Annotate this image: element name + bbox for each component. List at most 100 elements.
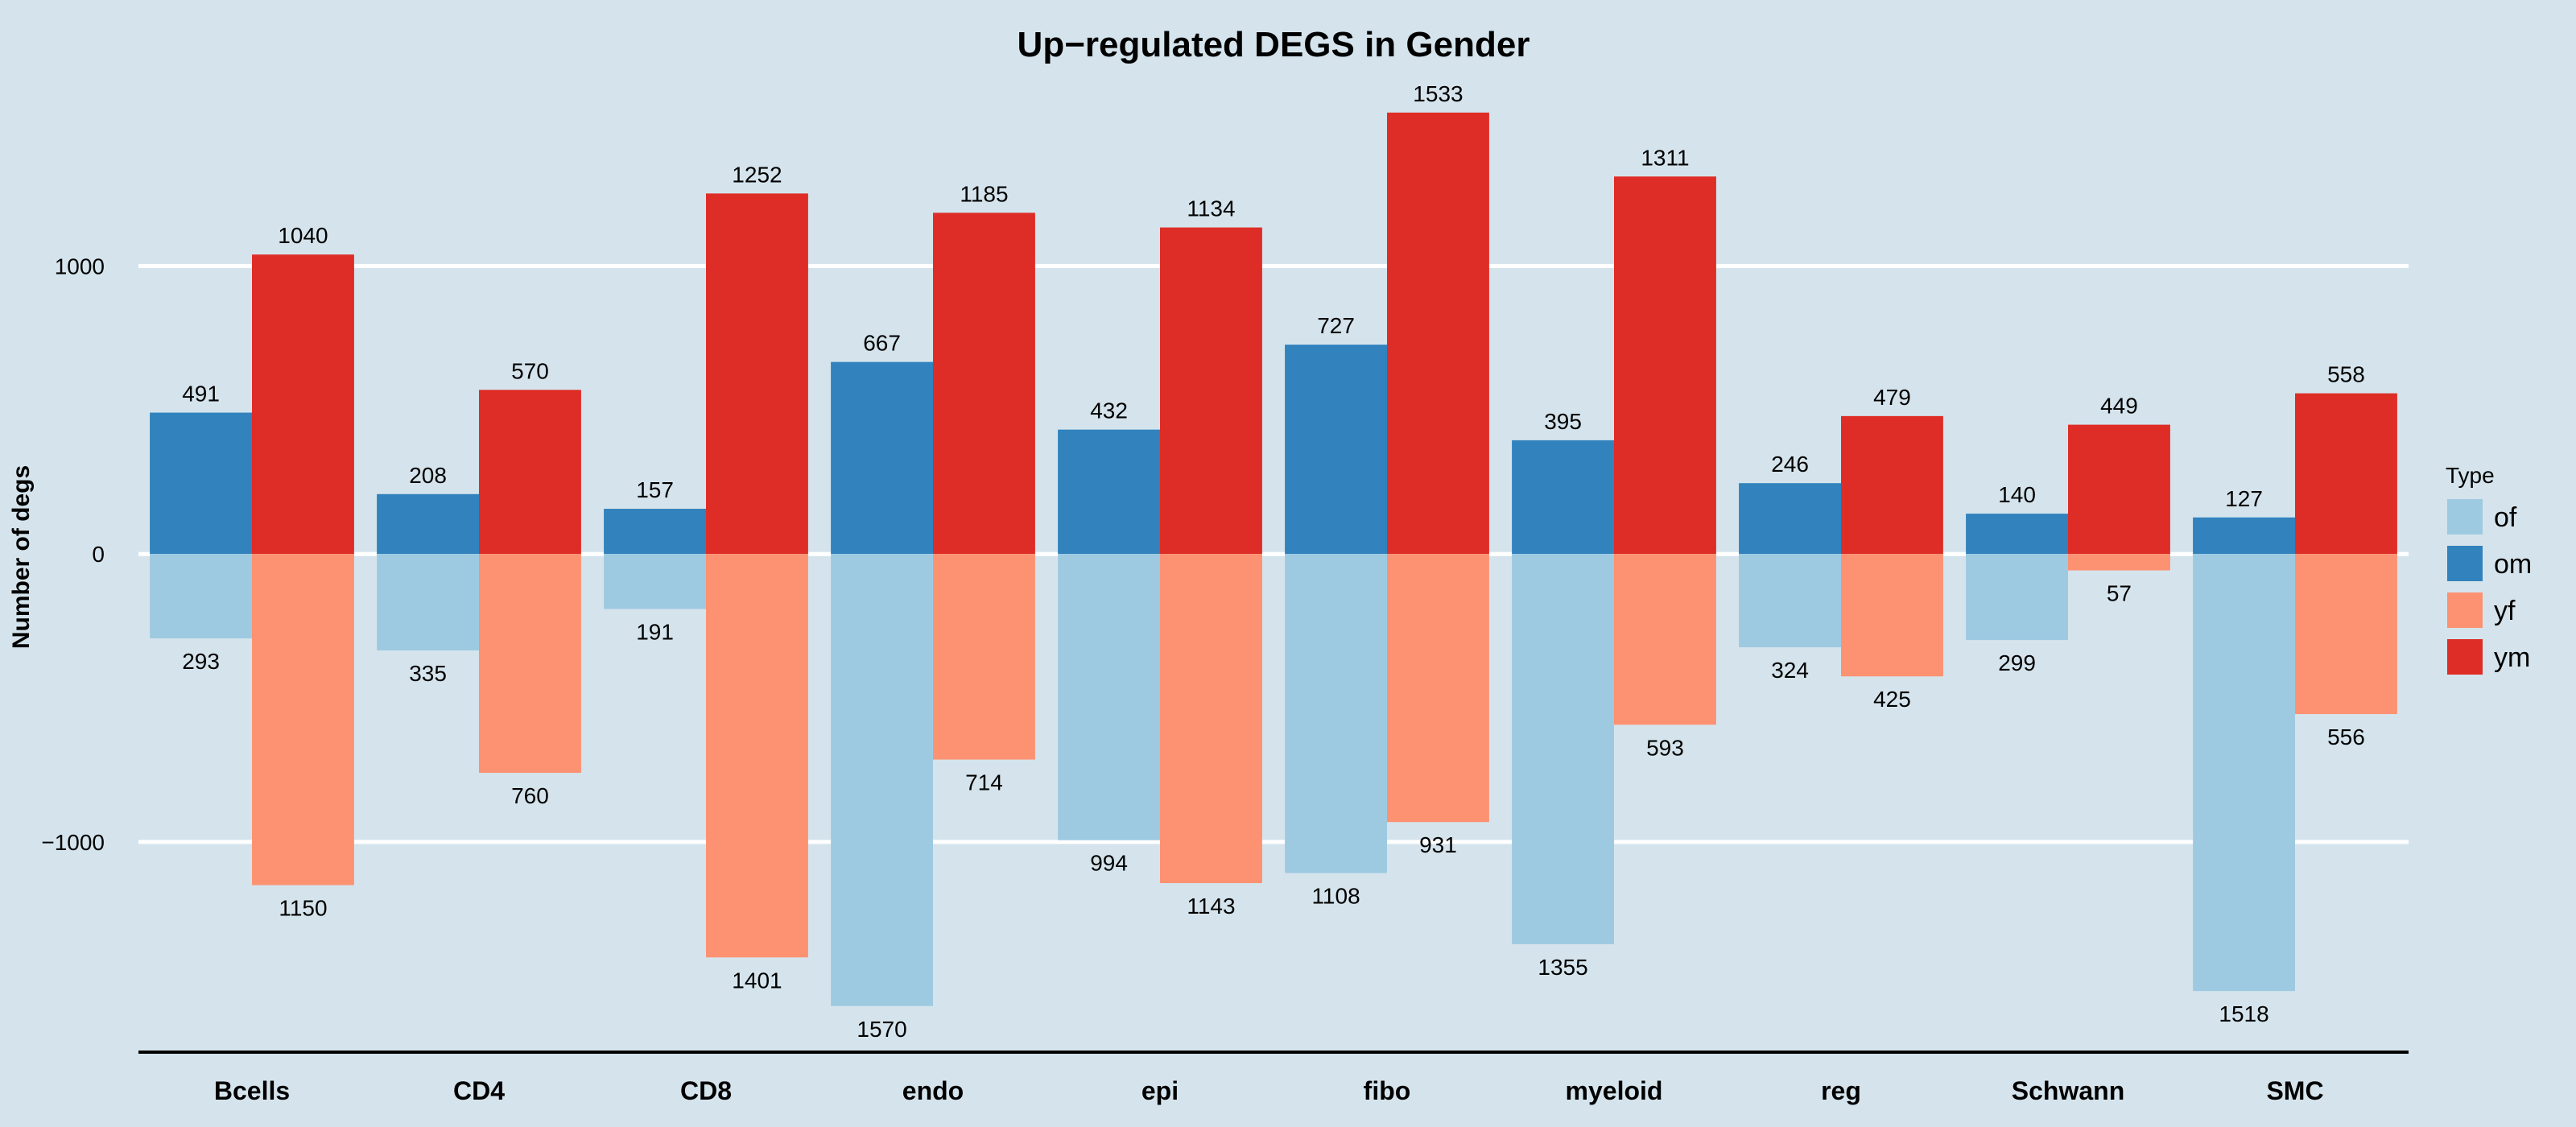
data-label-om-reg: 246 — [1771, 452, 1809, 477]
bar-of-fibo — [1285, 554, 1387, 873]
legend-label-of: of — [2494, 502, 2517, 533]
bar-of-CD4 — [377, 554, 479, 651]
bar-yf-myeloid — [1614, 554, 1716, 725]
data-label-of-endo: 1570 — [857, 1017, 906, 1042]
bar-ym-epi — [1160, 227, 1262, 555]
bar-yf-fibo — [1387, 554, 1489, 823]
data-label-om-epi: 432 — [1090, 398, 1128, 423]
x-tick-label: epi — [1141, 1076, 1179, 1105]
bar-om-endo — [831, 361, 933, 555]
chart-title: Up−regulated DEGS in Gender — [1018, 25, 1530, 64]
data-label-yf-reg: 425 — [1873, 687, 1911, 712]
bar-of-epi — [1058, 554, 1160, 840]
data-label-ym-Bcells: 1040 — [278, 223, 328, 248]
bar-ym-myeloid — [1614, 176, 1716, 555]
y-tick-label: 1000 — [55, 254, 105, 279]
x-tick-label: CD8 — [680, 1076, 732, 1105]
bar-of-reg — [1739, 554, 1841, 648]
x-tick-label: reg — [1821, 1076, 1861, 1105]
x-tick-label: endo — [902, 1076, 964, 1105]
data-label-ym-fibo: 1533 — [1413, 81, 1463, 106]
bar-ym-endo — [933, 213, 1035, 555]
data-label-of-CD8: 191 — [636, 620, 674, 645]
bars — [150, 112, 2397, 1006]
legend-title: Type — [2446, 463, 2495, 488]
bar-yf-CD4 — [479, 554, 581, 774]
bar-ym-CD8 — [706, 193, 808, 555]
data-label-yf-CD4: 760 — [511, 783, 549, 808]
bar-of-SMC — [2193, 554, 2295, 992]
data-label-om-CD8: 157 — [636, 477, 674, 502]
data-label-yf-epi: 1143 — [1187, 894, 1235, 919]
data-label-of-CD4: 335 — [409, 661, 447, 686]
data-label-ym-CD4: 570 — [511, 358, 549, 383]
x-tick-label: Bcells — [214, 1076, 290, 1105]
data-label-om-CD4: 208 — [409, 463, 447, 488]
bar-yf-SMC — [2295, 554, 2397, 715]
data-label-om-SMC: 127 — [2225, 486, 2263, 511]
data-label-ym-endo: 1185 — [960, 181, 1008, 206]
bar-ym-fibo — [1387, 112, 1489, 555]
legend-swatch-ym — [2447, 639, 2483, 675]
legend-label-om: om — [2494, 549, 2532, 580]
data-label-yf-fibo: 931 — [1419, 832, 1457, 857]
bar-om-CD8 — [604, 509, 706, 555]
data-label-yf-Schwann: 57 — [2107, 581, 2132, 606]
data-label-yf-endo: 714 — [965, 770, 1003, 795]
data-label-of-SMC: 1518 — [2219, 1001, 2268, 1026]
x-tick-label: CD4 — [453, 1076, 505, 1105]
bar-om-Schwann — [1966, 514, 2068, 555]
bar-ym-Schwann — [2068, 424, 2170, 555]
data-label-om-Schwann: 140 — [1998, 482, 2036, 507]
data-label-om-fibo: 727 — [1317, 313, 1355, 338]
data-label-of-reg: 324 — [1771, 658, 1809, 683]
data-label-ym-CD8: 1252 — [732, 162, 782, 187]
legend-label-yf: yf — [2494, 596, 2516, 626]
legend-swatch-om — [2447, 546, 2483, 581]
bar-yf-Bcells — [252, 554, 354, 886]
legend: Type of om yf ym — [2446, 463, 2532, 675]
bar-om-myeloid — [1512, 440, 1614, 555]
x-tick-label: fibo — [1364, 1076, 1411, 1105]
data-label-ym-reg: 479 — [1873, 385, 1911, 410]
bar-yf-Schwann — [2068, 554, 2170, 571]
bar-om-CD4 — [377, 493, 479, 555]
bar-ym-reg — [1841, 415, 1943, 555]
bar-of-myeloid — [1512, 554, 1614, 944]
bar-ym-SMC — [2295, 393, 2397, 555]
x-tick-label: SMC — [2266, 1076, 2323, 1105]
bar-of-Schwann — [1966, 554, 2068, 641]
data-label-of-epi: 994 — [1090, 851, 1128, 876]
data-label-yf-SMC: 556 — [2327, 724, 2365, 749]
bar-of-CD8 — [604, 554, 706, 609]
y-axis-title: Number of degs — [8, 465, 35, 649]
data-label-of-Schwann: 299 — [1998, 650, 2036, 675]
data-label-om-myeloid: 395 — [1544, 409, 1582, 434]
data-label-yf-myeloid: 593 — [1646, 735, 1684, 760]
bar-of-Bcells — [150, 554, 252, 638]
data-label-ym-epi: 1134 — [1187, 196, 1235, 221]
axes: Bcells CD4 CD8 endo epi fibo myeloid reg Schwann… — [138, 1051, 2409, 1105]
x-tick-label: myeloid — [1566, 1076, 1663, 1105]
bar-yf-epi — [1160, 554, 1262, 884]
y-tick-label: 0 — [92, 542, 105, 567]
bar-yf-reg — [1841, 554, 1943, 677]
data-label-of-Bcells: 293 — [182, 649, 220, 674]
y-tick-label: −1000 — [41, 830, 105, 855]
data-label-yf-CD8: 1401 — [732, 968, 782, 993]
bar-ym-Bcells — [252, 254, 354, 555]
legend-swatch-of — [2447, 499, 2483, 535]
bar-yf-CD8 — [706, 554, 808, 958]
data-labels: 4912931040115020833557076015719112521401… — [182, 81, 2365, 1042]
bar-om-SMC — [2193, 517, 2295, 555]
x-tick-label: Schwann — [2012, 1076, 2124, 1105]
legend-swatch-yf — [2447, 592, 2483, 628]
data-label-om-endo: 667 — [863, 331, 901, 356]
data-label-ym-myeloid: 1311 — [1641, 145, 1689, 170]
data-label-ym-Schwann: 449 — [2100, 394, 2138, 419]
bar-om-fibo — [1285, 345, 1387, 555]
bar-of-endo — [831, 554, 933, 1006]
data-label-ym-SMC: 558 — [2327, 362, 2365, 387]
